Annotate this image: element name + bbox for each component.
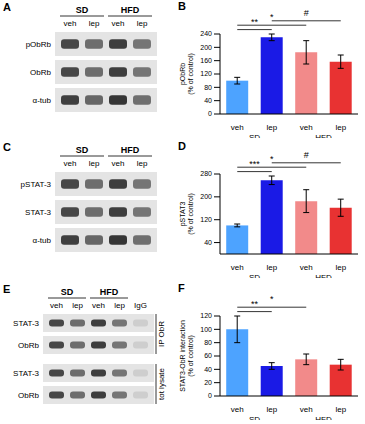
svg-text:HFD: HFD [315,133,332,138]
svg-text:IP ObR: IP ObR [157,321,166,347]
svg-text:lep: lep [266,123,277,132]
svg-text:lep: lep [335,405,346,414]
svg-text:STAT3-ObR interaction(% of con: STAT3-ObR interaction(% of control) [179,320,195,392]
svg-text:C: C [8,141,11,153]
svg-text:STAT-3: STAT-3 [25,208,51,217]
svg-text:veh: veh [231,123,244,132]
svg-text:60: 60 [204,352,212,359]
svg-text:ObRb: ObRb [18,391,39,400]
svg-text:tot lysate: tot lysate [157,367,166,400]
svg-text:**: ** [251,299,259,309]
svg-text:E: E [8,283,10,295]
svg-text:HFD: HFD [121,145,140,155]
svg-text:veh: veh [300,263,313,272]
svg-text:***: *** [249,159,260,169]
svg-text:lep: lep [89,19,100,28]
svg-text:HFD: HFD [315,415,332,420]
svg-text:veh: veh [112,19,125,28]
svg-text:STAT-3: STAT-3 [13,369,39,378]
svg-text:pObRb: pObRb [26,40,52,49]
svg-text:pObRb(% of control): pObRb(% of control) [179,53,195,95]
svg-text:pSTAT3(% of control): pSTAT3(% of control) [179,193,195,235]
svg-text:120: 120 [200,70,212,77]
svg-text:20: 20 [204,379,212,386]
svg-text:veh: veh [92,301,105,310]
svg-text:SD: SD [76,145,89,155]
svg-text:80: 80 [204,339,212,346]
svg-text:α-tub: α-tub [33,236,52,245]
svg-text:160: 160 [200,57,212,64]
svg-text:veh: veh [50,301,63,310]
svg-text:lep: lep [137,159,148,168]
html-text:D: D [178,140,186,152]
svg-text:HFD: HFD [315,273,332,278]
svg-text:veh: veh [112,159,125,168]
svg-text:40: 40 [204,97,212,104]
svg-text:#: # [304,150,309,160]
svg-text:80: 80 [204,84,212,91]
html-text:B: B [178,0,186,12]
svg-text:lep: lep [266,263,277,272]
svg-text:A: A [8,1,11,13]
svg-text:veh: veh [300,405,313,414]
svg-text:lep: lep [335,123,346,132]
html-text:F: F [178,282,185,294]
svg-text:HFD: HFD [100,287,119,297]
svg-text:veh: veh [231,263,244,272]
svg-text:IgG: IgG [134,301,147,310]
svg-text:280: 280 [200,170,212,177]
svg-text:α-tub: α-tub [33,96,52,105]
svg-text:*: * [270,294,274,304]
svg-text:200: 200 [200,193,212,200]
svg-text:veh: veh [64,19,77,28]
svg-text:SD: SD [61,287,74,297]
svg-text:ObRb: ObRb [18,341,39,350]
svg-text:lep: lep [72,301,83,310]
svg-text:0: 0 [208,110,212,117]
svg-text:STAT-3: STAT-3 [13,319,39,328]
svg-text:120: 120 [200,216,212,223]
svg-text:*: * [270,154,274,164]
svg-text:HFD: HFD [121,5,140,15]
svg-text:lep: lep [114,301,125,310]
svg-text:veh: veh [300,123,313,132]
svg-text:*: * [270,12,274,22]
svg-text:**: ** [251,17,259,27]
svg-text:veh: veh [231,405,244,414]
svg-text:40: 40 [204,239,212,246]
svg-text:120: 120 [200,312,212,319]
svg-text:lep: lep [89,159,100,168]
svg-text:200: 200 [200,44,212,51]
svg-text:veh: veh [64,159,77,168]
svg-text:240: 240 [200,30,212,37]
svg-text:SD: SD [249,415,260,420]
svg-text:pSTAT-3: pSTAT-3 [21,180,52,189]
svg-text:0: 0 [208,392,212,399]
svg-text:lep: lep [266,405,277,414]
svg-text:SD: SD [76,5,89,15]
svg-text:SD: SD [249,133,260,138]
svg-text:lep: lep [137,19,148,28]
svg-text:lep: lep [335,263,346,272]
svg-text:SD: SD [249,273,260,278]
svg-text:100: 100 [200,326,212,333]
svg-text:#: # [304,8,309,18]
svg-text:40: 40 [204,366,212,373]
svg-text:ObRb: ObRb [30,68,51,77]
